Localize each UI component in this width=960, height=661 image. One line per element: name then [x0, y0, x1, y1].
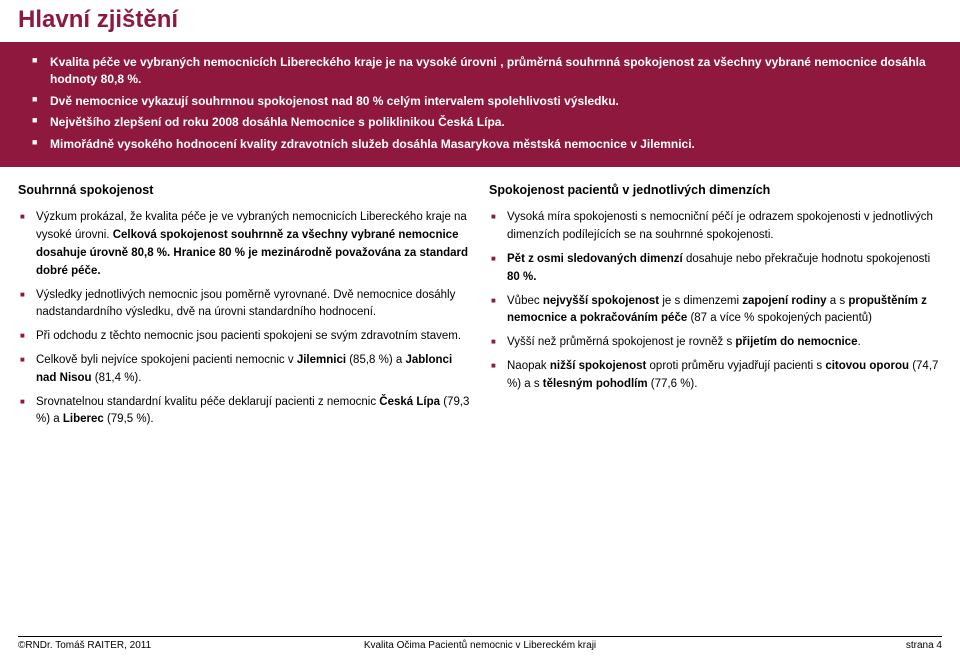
list-item: Celkově byli nejvíce spokojeni pacienti …	[36, 349, 471, 391]
text: Vysoká míra spokojenosti s nemocniční pé…	[507, 211, 933, 241]
left-heading: Souhrnná spokojenost	[18, 181, 471, 200]
content-columns: Souhrnná spokojenost Výzkum prokázal, že…	[0, 181, 960, 432]
text: (87 a více % spokojených pacientů)	[687, 312, 872, 324]
highlight-box: Kvalita péče ve vybraných nemocnicích Li…	[0, 42, 960, 167]
list-item: Vyšší než průměrná spokojenost je rovněž…	[507, 331, 942, 355]
page-title: Hlavní zjištění	[0, 0, 960, 42]
text: Srovnatelnou standardní kvalitu péče dek…	[36, 396, 379, 408]
text: Vůbec	[507, 295, 543, 307]
list-item: Výsledky jednotlivých nemocnic jsou pomě…	[36, 284, 471, 326]
text: dosahuje nebo překračuje hodnotu spokoje…	[683, 253, 930, 265]
list-item: Výzkum prokázal, že kvalita péče je ve v…	[36, 206, 471, 283]
text-bold: citovou oporou	[825, 360, 909, 372]
text: .	[857, 336, 860, 348]
text: Celkově byli nejvíce spokojeni pacienti …	[36, 354, 297, 366]
text: (85,8 %) a	[346, 354, 405, 366]
text-bold: Liberec	[63, 413, 104, 425]
highlight-item: Dvě nemocnice vykazují souhrnnou spokoje…	[50, 91, 930, 112]
list-item: Vysoká míra spokojenosti s nemocniční pé…	[507, 206, 942, 248]
highlight-item: Největšího zlepšení od roku 2008 dosáhla…	[50, 112, 930, 133]
text: (79,5 %).	[104, 413, 154, 425]
left-list: Výzkum prokázal, že kvalita péče je ve v…	[18, 206, 471, 432]
text: a s	[827, 295, 849, 307]
text-bold: nižší spokojenost	[550, 360, 647, 372]
text-bold: přijetím do nemocnice	[735, 336, 857, 348]
footer-center: Kvalita Očima Pacientů nemocnic v Libere…	[18, 640, 942, 651]
text-bold: 80 %.	[507, 271, 536, 283]
text: Vyšší než průměrná spokojenost je rovněž…	[507, 336, 735, 348]
text: (81,4 %).	[92, 372, 142, 384]
list-item: Vůbec nejvyšší spokojenost je s dimenzem…	[507, 290, 942, 332]
text: oproti průměru vyjadřují pacienti s	[646, 360, 825, 372]
right-list: Vysoká míra spokojenosti s nemocniční pé…	[489, 206, 942, 396]
text: Při odchodu z těchto nemocnic jsou pacie…	[36, 330, 461, 342]
text: Naopak	[507, 360, 550, 372]
text-bold: Jilemnici	[297, 354, 346, 366]
text: Výsledky jednotlivých nemocnic jsou pomě…	[36, 289, 455, 319]
text-bold: zapojení rodiny	[742, 295, 826, 307]
list-item: Srovnatelnou standardní kvalitu péče dek…	[36, 391, 471, 433]
highlight-item: Mimořádně vysokého hodnocení kvality zdr…	[50, 134, 930, 155]
footer: ©RNDr. Tomáš RAITER, 2011 Kvalita Očima …	[18, 636, 942, 651]
right-column: Spokojenost pacientů v jednotlivých dime…	[489, 181, 942, 432]
highlight-list: Kvalita péče ve vybraných nemocnicích Li…	[50, 52, 930, 155]
list-item: Pět z osmi sledovaných dimenzí dosahuje …	[507, 248, 942, 290]
highlight-item: Kvalita péče ve vybraných nemocnicích Li…	[50, 52, 930, 91]
text-bold: tělesným pohodlím	[543, 378, 648, 390]
text: (77,6 %).	[648, 378, 698, 390]
text-bold: Česká Lípa	[379, 396, 440, 408]
list-item: Při odchodu z těchto nemocnic jsou pacie…	[36, 325, 471, 349]
text-bold: nejvyšší spokojenost	[543, 295, 659, 307]
right-heading: Spokojenost pacientů v jednotlivých dime…	[489, 181, 942, 200]
text: je s dimenzemi	[659, 295, 742, 307]
text-bold: Pět z osmi sledovaných dimenzí	[507, 253, 683, 265]
left-column: Souhrnná spokojenost Výzkum prokázal, že…	[18, 181, 471, 432]
list-item: Naopak nižší spokojenost oproti průměru …	[507, 355, 942, 397]
